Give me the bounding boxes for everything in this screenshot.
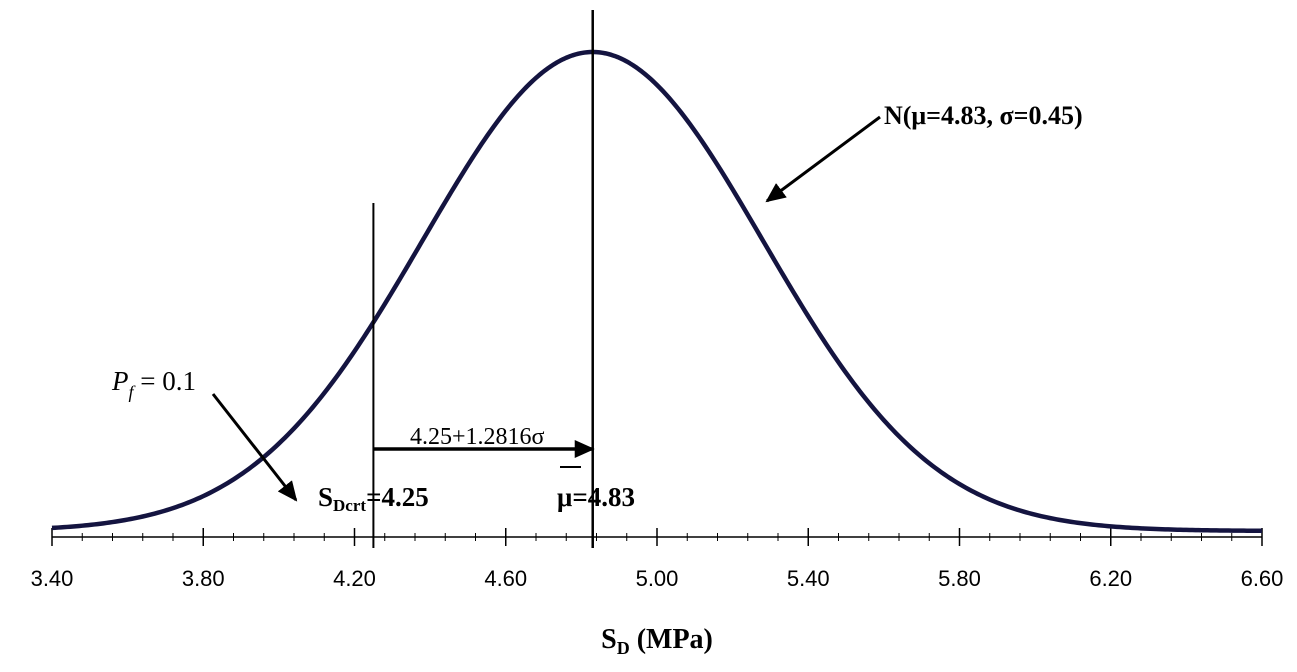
pf-label: Pf = 0.1 — [111, 366, 196, 402]
x-tick-label: 6.20 — [1089, 566, 1132, 591]
x-tick-label: 4.20 — [333, 566, 376, 591]
x-tick-label: 5.00 — [636, 566, 679, 591]
x-tick-label: 5.40 — [787, 566, 830, 591]
mean-label: μ=4.83 — [557, 482, 635, 512]
scrit-label-s: S — [318, 482, 333, 512]
mean-label-mu: μ — [557, 482, 572, 512]
pf-arrow — [211, 393, 298, 502]
pf-label-rest: = 0.1 — [134, 366, 196, 396]
pf-label-sub: f — [129, 382, 137, 402]
x-tick-label: 3.40 — [31, 566, 74, 591]
x-axis-label-unit: (MPa) — [630, 624, 713, 655]
normal-distribution-curve — [51, 49, 1263, 534]
mean-label-rest: =4.83 — [572, 482, 635, 512]
scrit-label-rest: =4.25 — [366, 482, 429, 512]
major-ticks — [51, 528, 1263, 546]
x-axis-label-main: S — [601, 624, 617, 655]
x-tick-label: 6.60 — [1241, 566, 1284, 591]
scrit-label: SDcrt=4.25 — [318, 482, 429, 515]
distribution-label-arrow — [765, 115, 881, 203]
x-axis-label: SD (MPa) — [601, 624, 713, 658]
scrit-label-sub: Dcrt — [333, 496, 366, 515]
x-tick-label: 4.60 — [484, 566, 527, 591]
arrow-label: 4.25+1.2816σ — [410, 424, 545, 450]
distribution-label: N(μ=4.83, σ=0.45) — [884, 101, 1083, 130]
tick-labels: 3.40 3.80 4.20 4.60 5.00 5.40 5.80 6.20 6.60 — [31, 566, 1284, 591]
x-tick-label: 5.80 — [938, 566, 981, 591]
x-tick-label: 3.80 — [182, 566, 225, 591]
pf-label-p: P — [111, 366, 129, 396]
x-axis-label-sub: D — [617, 638, 630, 658]
